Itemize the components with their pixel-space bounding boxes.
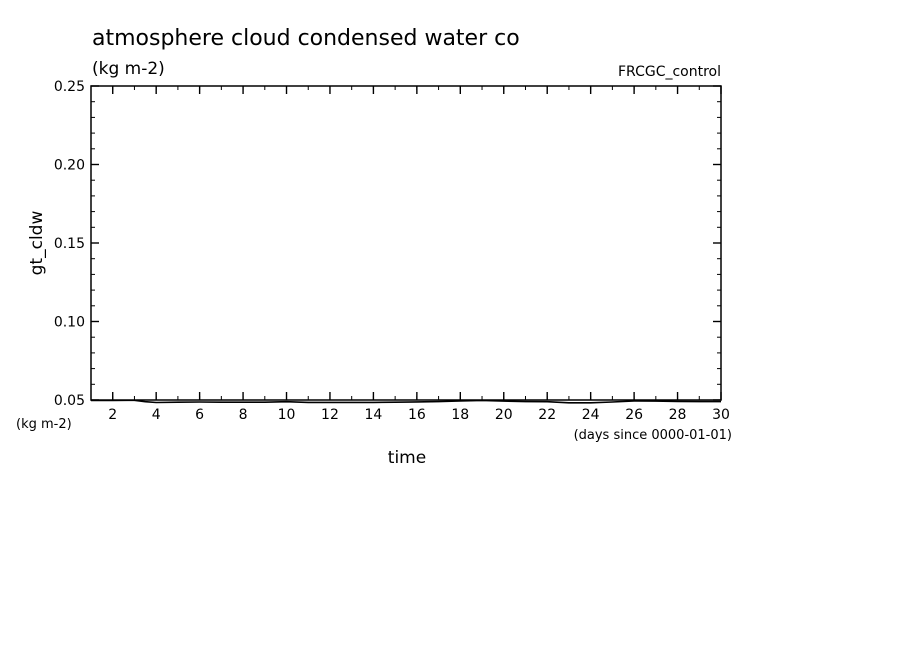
dataset-label: FRCGC_control bbox=[618, 64, 721, 80]
x-axis: 2 4 6 8 10 12 14 16 18 20 22 24 26 28 30 bbox=[90, 86, 730, 423]
y-axis-label: gt_cldw bbox=[27, 211, 47, 276]
x-tick-label: 2 bbox=[108, 407, 117, 423]
x-tick-label: 30 bbox=[712, 407, 730, 423]
x-tick-label: 24 bbox=[582, 407, 600, 423]
x-tick-label: 8 bbox=[239, 407, 248, 423]
x-tick-label: 16 bbox=[408, 407, 426, 423]
x-tick-label: 10 bbox=[278, 407, 296, 423]
y-axis-units: (kg m-2) bbox=[16, 417, 72, 432]
x-tick-label: 26 bbox=[625, 407, 643, 423]
series-line bbox=[91, 399, 721, 404]
x-axis-label: time bbox=[388, 448, 426, 468]
plot-frame bbox=[90, 85, 722, 401]
y-tick-label: 0.10 bbox=[54, 315, 85, 331]
y-tick-label: 0.05 bbox=[54, 393, 85, 409]
y-tick-label: 0.25 bbox=[54, 79, 85, 95]
y-tick-label: 0.15 bbox=[54, 236, 85, 252]
x-tick-label: 28 bbox=[669, 407, 687, 423]
y-axis: 0.05 0.10 0.15 0.20 0.25 bbox=[54, 79, 721, 409]
chart-title: atmosphere cloud condensed water co bbox=[92, 26, 520, 51]
x-tick-label: 18 bbox=[451, 407, 469, 423]
x-tick-label: 6 bbox=[195, 407, 204, 423]
y-tick-label: 0.20 bbox=[54, 158, 85, 174]
x-axis-units: (days since 0000-01-01) bbox=[574, 428, 732, 443]
x-tick-label: 20 bbox=[495, 407, 513, 423]
x-tick-label: 22 bbox=[538, 407, 556, 423]
x-tick-label: 14 bbox=[364, 407, 382, 423]
x-tick-label: 4 bbox=[152, 407, 161, 423]
chart-subtitle: (kg m-2) bbox=[92, 59, 165, 79]
x-tick-label: 12 bbox=[321, 407, 339, 423]
